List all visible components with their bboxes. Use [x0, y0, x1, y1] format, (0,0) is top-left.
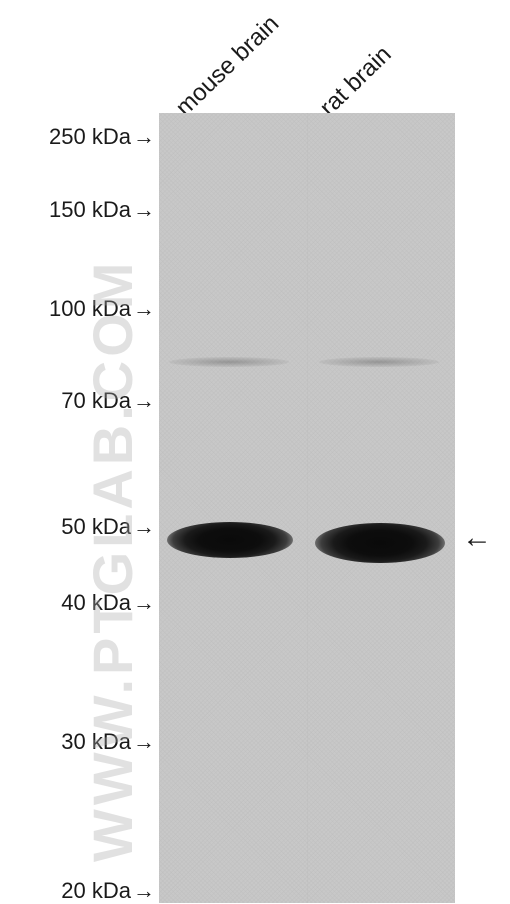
- blot-figure: mouse brain rat brain 250 kDa→ 150 kDa→ …: [0, 0, 510, 903]
- lane-label-text: mouse brain: [171, 10, 285, 121]
- band-target: [167, 522, 293, 558]
- band-target: [315, 523, 445, 563]
- arrow-right-icon: →: [133, 197, 155, 223]
- arrow-left-icon: ←: [462, 521, 492, 554]
- lane-label: rat brain: [315, 41, 398, 122]
- arrow-right-icon: →: [133, 878, 155, 904]
- marker-value: 150 kDa: [49, 197, 131, 222]
- lane-divider: [307, 113, 308, 903]
- blot-membrane: [159, 113, 455, 903]
- marker-label: 250 kDa→: [0, 124, 155, 150]
- target-band-arrow-icon: ←: [462, 521, 492, 555]
- marker-label: 20 kDa→: [0, 878, 155, 904]
- marker-value: 250 kDa: [49, 124, 131, 149]
- arrow-right-icon: →: [133, 124, 155, 150]
- watermark-value: WWW.PTGLAB.COM: [81, 259, 144, 862]
- marker-label: 150 kDa→: [0, 197, 155, 223]
- lane-label: mouse brain: [171, 10, 285, 122]
- watermark-text: WWW.PTGLAB.COM: [80, 259, 145, 862]
- lane-label-text: rat brain: [315, 41, 397, 122]
- marker-value: 20 kDa: [61, 878, 131, 903]
- band-nonspecific: [319, 357, 439, 367]
- band-nonspecific: [169, 357, 289, 367]
